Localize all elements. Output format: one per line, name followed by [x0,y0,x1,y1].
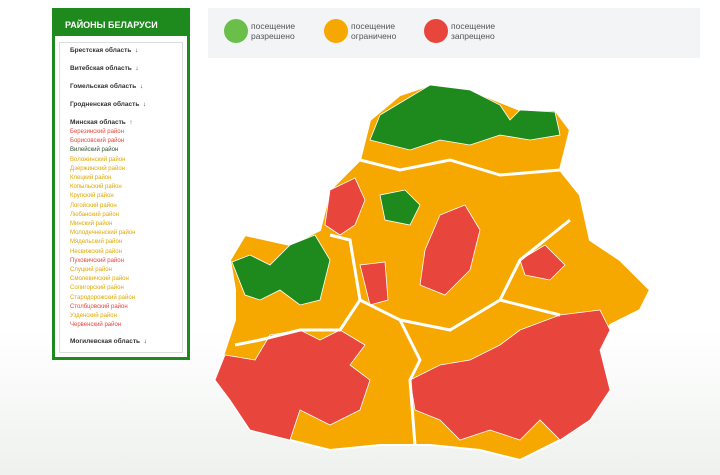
district-item[interactable]: Борисовский район [70,138,125,145]
oblast-borders [234,158,571,446]
district-item[interactable]: Столбцовский район [70,303,128,310]
legend-item: посещение разрешено [224,19,295,43]
region-item[interactable]: Могилевская область ↓ [70,338,182,345]
sidebar: РАЙОНЫ БЕЛАРУСИ Брестская область ↓ Витеб… [52,8,190,360]
district-item[interactable]: Слуцкий район [70,267,112,274]
region-arrow: ↓ [142,101,147,108]
region-item[interactable]: Минская область ↑ [70,119,182,126]
region-arrow: ↑ [129,119,133,126]
region-item[interactable]: Гомельская область ↓ [70,83,182,90]
district-item[interactable]: Смолевичский район [70,276,129,283]
region-arrow: ↓ [135,65,139,72]
district-item[interactable]: Крупский район [70,193,114,200]
district-item[interactable]: Копыльский район [70,184,122,191]
region-name: Гродненская область [70,101,140,108]
district-item[interactable]: Березинский район [70,129,124,135]
legend: посещение разрешено посещение ограничено п… [208,8,700,58]
legend-item: посещение ограничено [324,19,396,43]
legend-dot [324,19,348,43]
region-arrow: ↓ [139,83,144,90]
district-item[interactable]: Мядельский район [70,239,123,246]
legend-dot [424,19,448,43]
district-item[interactable]: Дзержинский район [70,165,125,172]
district-item[interactable]: Несвижский район [70,248,122,255]
region-name: Гомельская область [70,83,137,90]
region-name: Минская область [70,119,126,126]
district-item[interactable]: Минский район [70,221,113,228]
district-item[interactable]: Червенский район [70,322,122,329]
district-item[interactable]: Солигорский район [70,285,124,292]
legend-label: посещение запрещено [451,21,496,41]
region-item[interactable]: Гродненская область ↓ [70,101,182,108]
region-item[interactable]: Брестская область ↓ [70,47,182,54]
district-item[interactable]: Воложинский район [70,156,126,163]
district-item[interactable]: Молодечненский район [70,230,136,237]
region-item[interactable]: Витебская область ↓ [70,65,182,72]
region-list: Брестская область ↓ Витебская область ↓ Го… [59,42,183,353]
sidebar-title: РАЙОНЫ БЕЛАРУСИ [55,8,187,36]
district-item[interactable]: Пуховичский район [70,257,124,264]
districts [214,84,611,441]
legend-label: посещение ограничено [351,21,397,41]
region-name: Витебская область [70,65,132,72]
region-arrow: ↓ [143,338,147,346]
region-arrow: ↓ [134,47,139,54]
legend-dot [224,19,248,43]
region-name: Брестская область [70,47,132,54]
district-item[interactable]: Узденский район [70,313,117,320]
district-item[interactable]: Логойский район [70,202,117,209]
district-item[interactable]: Клецкий район [70,175,112,182]
district-item[interactable]: Стародорожский район [70,294,136,301]
legend-item: посещение запрещено [424,19,495,43]
district-item[interactable]: Любанский район [70,211,120,218]
district-item[interactable]: Вилейский район [70,147,119,154]
district-list: Березинский район Борисовский район Вилейс… [70,128,182,330]
region-name: Могилевская область [70,338,141,346]
legend-label: посещение разрешено [251,21,296,41]
